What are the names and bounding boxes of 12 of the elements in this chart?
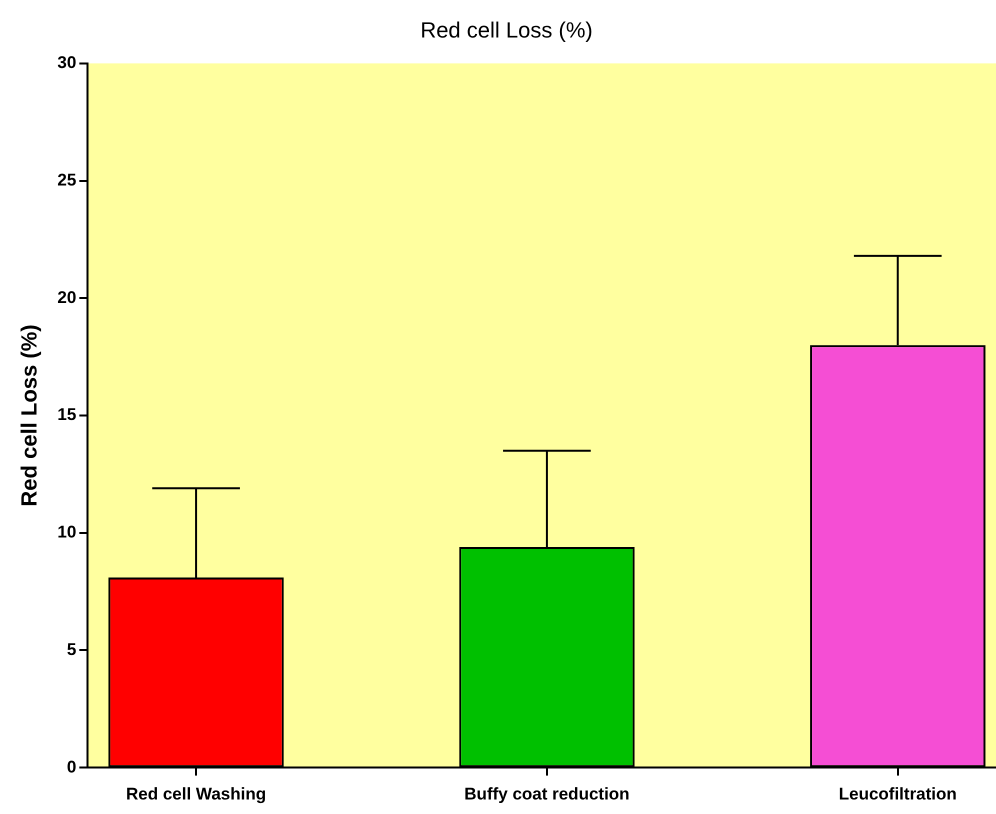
y-tick-label: 20 — [57, 288, 76, 307]
chart-title: Red cell Loss (%) — [420, 17, 593, 42]
y-tick-label: 30 — [57, 53, 76, 72]
x-tick-label: Buffy coat reduction — [464, 784, 630, 804]
y-axis-title: Red cell Loss (%) — [16, 324, 42, 507]
x-tick-label: Leucofiltration — [838, 784, 957, 804]
y-tick-label: 0 — [66, 757, 76, 776]
y-tick-label: 25 — [57, 170, 76, 190]
y-tick-label: 15 — [57, 405, 76, 424]
y-tick-label: 5 — [66, 640, 76, 659]
x-tick-label: Red cell Washing — [126, 784, 266, 804]
y-tick-label: 10 — [57, 522, 76, 542]
